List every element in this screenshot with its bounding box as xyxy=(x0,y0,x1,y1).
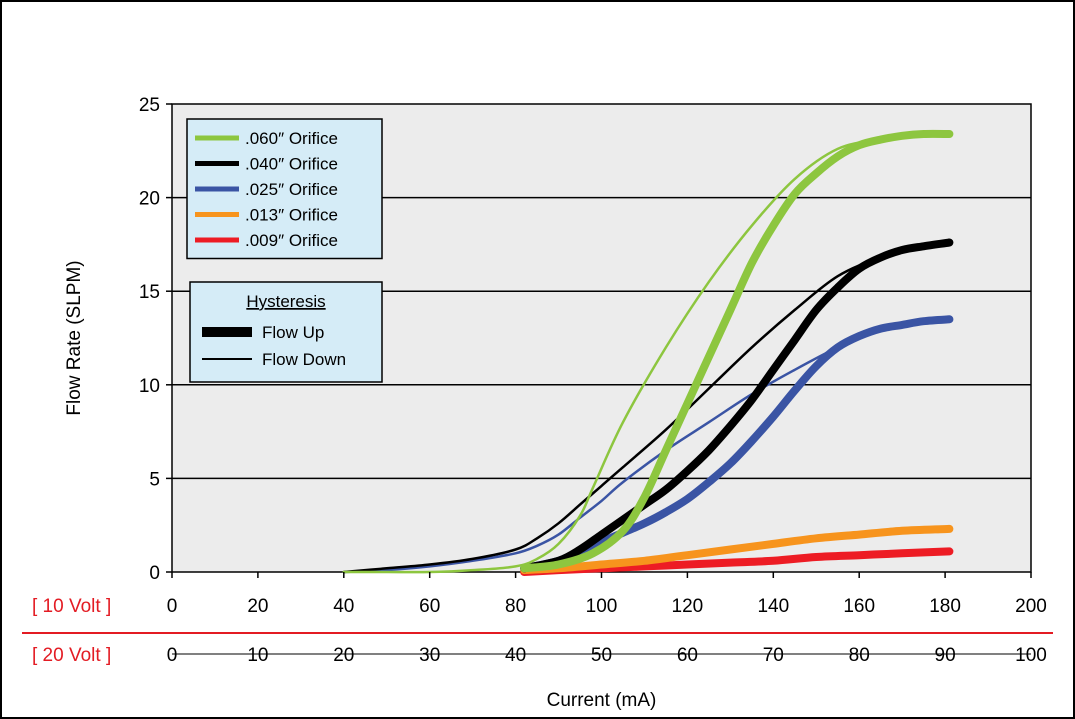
hysteresis-legend: Hysteresis Flow Up Flow Down xyxy=(189,281,383,383)
x-tick-label: 10 xyxy=(247,645,268,666)
y-tick-label: 15 xyxy=(139,282,160,303)
x-tick-label: 100 xyxy=(586,596,618,617)
x-tick-label: 200 xyxy=(1015,596,1047,617)
x-tick-label: 180 xyxy=(929,596,961,617)
hysteresis-label: Flow Down xyxy=(262,350,346,369)
y-axis-label: Flow Rate (SLPM) xyxy=(64,260,85,415)
x-tick-label: 70 xyxy=(763,645,784,666)
x-tick-label: 120 xyxy=(672,596,704,617)
x-tick-label: 60 xyxy=(677,645,698,666)
x-tick-label: 100 xyxy=(1015,645,1047,666)
x-axes: [ 10 Volt ] 0 20 40 60 80 100 120 140 160 180 200[ … xyxy=(32,572,1047,666)
x-tick-label: 30 xyxy=(419,645,440,666)
series-060-orifice-flow-up xyxy=(520,129,954,573)
x-tick-label: 40 xyxy=(505,645,526,666)
hysteresis-legend-title: Hysteresis xyxy=(246,292,325,311)
y-tick-label: 20 xyxy=(139,189,160,210)
series-060-orifice-flow-down xyxy=(342,132,951,574)
x-tick-label: 60 xyxy=(419,596,440,617)
x-tick-label: 50 xyxy=(591,645,612,666)
series-013-orifice-flow-up xyxy=(520,524,954,575)
x-tick-label: 140 xyxy=(757,596,789,617)
x-tick-label: 0 xyxy=(167,645,178,666)
series-025-orifice-flow-up xyxy=(520,315,954,573)
legend-label: .060″ Orifice xyxy=(245,129,338,148)
y-tick-label: 25 xyxy=(139,95,160,116)
legend-label: .009″ Orifice xyxy=(245,231,338,250)
legend-label: .025″ Orifice xyxy=(245,180,338,199)
x-tick-label: 90 xyxy=(935,645,956,666)
x-tick-label: 20 xyxy=(333,645,354,666)
series-040-orifice-flow-up xyxy=(520,238,954,573)
legend-label: .040″ Orifice xyxy=(245,155,338,174)
x-axis-scale-label: [ 20 Volt ] xyxy=(32,645,111,666)
x-tick-label: 80 xyxy=(849,645,870,666)
series-040-orifice-flow-down xyxy=(342,241,951,574)
x-tick-label: 40 xyxy=(333,596,354,617)
orifice-legend: .060″ Orifice .040″ Orifice .025″ Orifice.… xyxy=(186,118,383,260)
hysteresis-label: Flow Up xyxy=(262,323,324,342)
y-tick-label: 5 xyxy=(149,469,160,490)
series-layer xyxy=(342,129,954,576)
y-axis-ticks: 0 5 10 15 20 25 xyxy=(139,95,172,584)
x-tick-label: 80 xyxy=(505,596,526,617)
x-axis-label: Current (mA) xyxy=(547,690,657,711)
legend-label: .013″ Orifice xyxy=(245,206,338,225)
x-axis-scale-label: [ 10 Volt ] xyxy=(32,596,111,617)
y-tick-label: 0 xyxy=(149,563,160,584)
y-tick-label: 10 xyxy=(139,376,160,397)
x-tick-label: 0 xyxy=(167,596,178,617)
x-tick-label: 160 xyxy=(843,596,875,617)
x-tick-label: 20 xyxy=(247,596,268,617)
